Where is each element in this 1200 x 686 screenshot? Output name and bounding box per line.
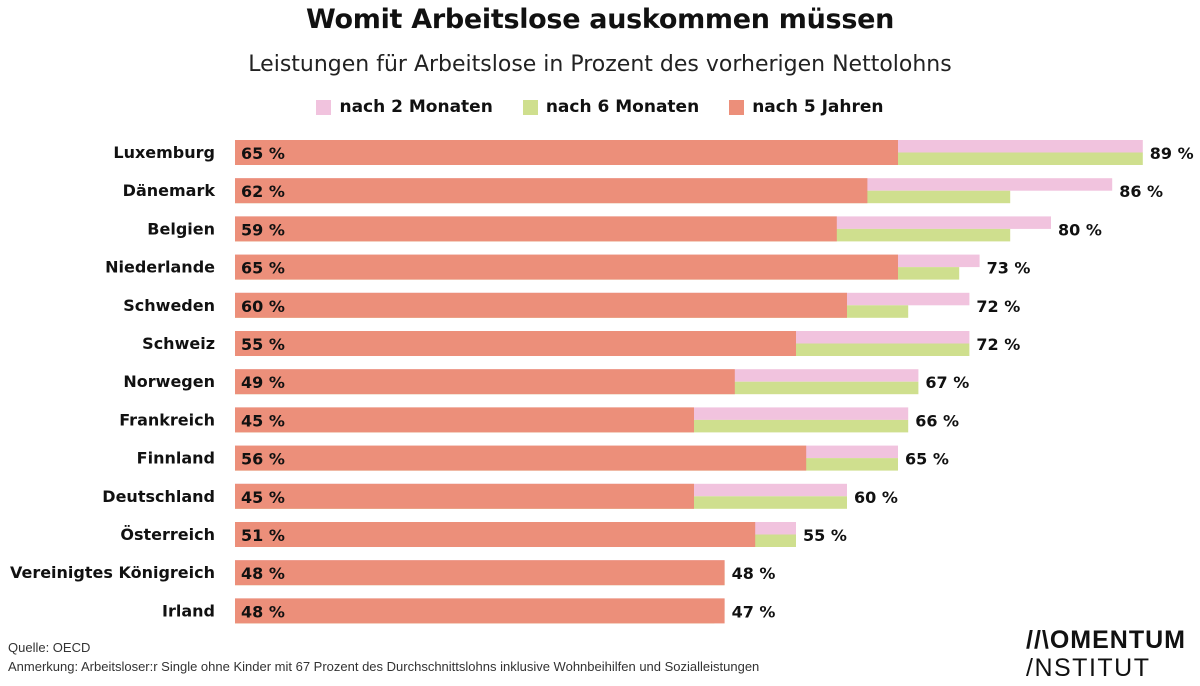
legend-swatch bbox=[729, 99, 745, 115]
bar-nach-5-jahren bbox=[235, 140, 898, 165]
inner-value-label: 59 % bbox=[241, 220, 285, 239]
inner-value-label: 45 % bbox=[241, 411, 285, 430]
end-value-label: 60 % bbox=[854, 488, 898, 507]
end-value-label: 55 % bbox=[803, 526, 847, 545]
inner-value-label: 65 % bbox=[241, 144, 285, 163]
inner-value-label: 49 % bbox=[241, 373, 285, 392]
inner-value-label: 48 % bbox=[241, 564, 285, 583]
country-label: Belgien bbox=[147, 219, 215, 238]
bar-nach-5-jahren bbox=[235, 483, 694, 509]
bar-nach-5-jahren bbox=[235, 407, 694, 433]
legend-label: nach 6 Monaten bbox=[545, 97, 700, 117]
end-value-label: 86 % bbox=[1119, 182, 1163, 201]
inner-value-label: 45 % bbox=[241, 488, 285, 507]
country-label: Schweden bbox=[123, 296, 215, 315]
end-value-label: 48 % bbox=[732, 564, 776, 583]
legend-item-2-monate: nach 2 Monaten bbox=[316, 97, 493, 117]
logo-line-1: //\OMENTUM bbox=[1026, 626, 1186, 654]
inner-value-label: 65 % bbox=[241, 259, 285, 278]
country-label: Luxemburg bbox=[113, 143, 215, 162]
inner-value-label: 55 % bbox=[241, 335, 285, 354]
country-label: Dänemark bbox=[123, 181, 216, 200]
inner-value-label: 60 % bbox=[241, 297, 285, 316]
bar-nach-5-jahren bbox=[235, 522, 756, 547]
country-label: Frankreich bbox=[119, 410, 215, 429]
legend-swatch bbox=[522, 99, 538, 115]
legend-item-6-monate: nach 6 Monaten bbox=[522, 97, 700, 117]
end-value-label: 67 % bbox=[925, 373, 969, 392]
footnote: Anmerkung: Arbeitsloser:r Single ohne Ki… bbox=[8, 659, 760, 674]
momentum-logo: //\OMENTUM /NSTITUT bbox=[1026, 626, 1186, 682]
logo-line-2: /NSTITUT bbox=[1026, 654, 1151, 682]
country-label: Vereinigtes Königreich bbox=[10, 563, 215, 582]
end-value-label: 66 % bbox=[915, 411, 959, 430]
end-value-label: 65 % bbox=[905, 450, 949, 469]
country-label: Österreich bbox=[120, 525, 215, 544]
chart-subtitle: Leistungen für Arbeitslose in Prozent de… bbox=[248, 52, 952, 77]
bar-nach-5-jahren bbox=[235, 178, 868, 204]
end-value-label: 89 % bbox=[1150, 144, 1194, 163]
end-value-label: 72 % bbox=[976, 297, 1020, 316]
inner-value-label: 62 % bbox=[241, 182, 285, 201]
end-value-label: 47 % bbox=[732, 602, 776, 621]
bar-nach-5-jahren bbox=[235, 445, 807, 471]
bar-nach-5-jahren bbox=[235, 369, 735, 395]
legend: nach 2 Monaten nach 6 Monaten nach 5 Jah… bbox=[0, 97, 1200, 117]
country-label: Deutschland bbox=[102, 487, 215, 506]
legend-swatch bbox=[316, 99, 332, 115]
bar-nach-5-jahren bbox=[235, 254, 898, 280]
country-label: Finnland bbox=[137, 449, 215, 468]
legend-item-5-jahre: nach 5 Jahren bbox=[729, 97, 884, 117]
legend-label: nach 2 Monaten bbox=[339, 97, 493, 117]
country-label: Norwegen bbox=[123, 372, 215, 391]
end-value-label: 80 % bbox=[1058, 220, 1102, 239]
bar-nach-5-jahren bbox=[235, 598, 725, 624]
bar-nach-5-jahren bbox=[235, 560, 725, 586]
inner-value-label: 48 % bbox=[241, 602, 285, 621]
inner-value-label: 51 % bbox=[241, 526, 285, 545]
bar-nach-5-jahren bbox=[235, 331, 796, 356]
country-label: Niederlande bbox=[105, 258, 215, 277]
bar-nach-5-jahren bbox=[235, 292, 847, 318]
bar-nach-5-jahren bbox=[235, 216, 837, 242]
legend-label: nach 5 Jahren bbox=[752, 97, 884, 117]
country-label: Schweiz bbox=[142, 334, 215, 353]
end-value-label: 73 % bbox=[987, 259, 1031, 278]
end-value-label: 72 % bbox=[976, 335, 1020, 354]
source-note: Quelle: OECD bbox=[8, 640, 91, 655]
chart-title: Womit Arbeitslose auskommen müssen bbox=[305, 4, 895, 35]
inner-value-label: 56 % bbox=[241, 450, 285, 469]
country-label: Irland bbox=[162, 601, 215, 620]
